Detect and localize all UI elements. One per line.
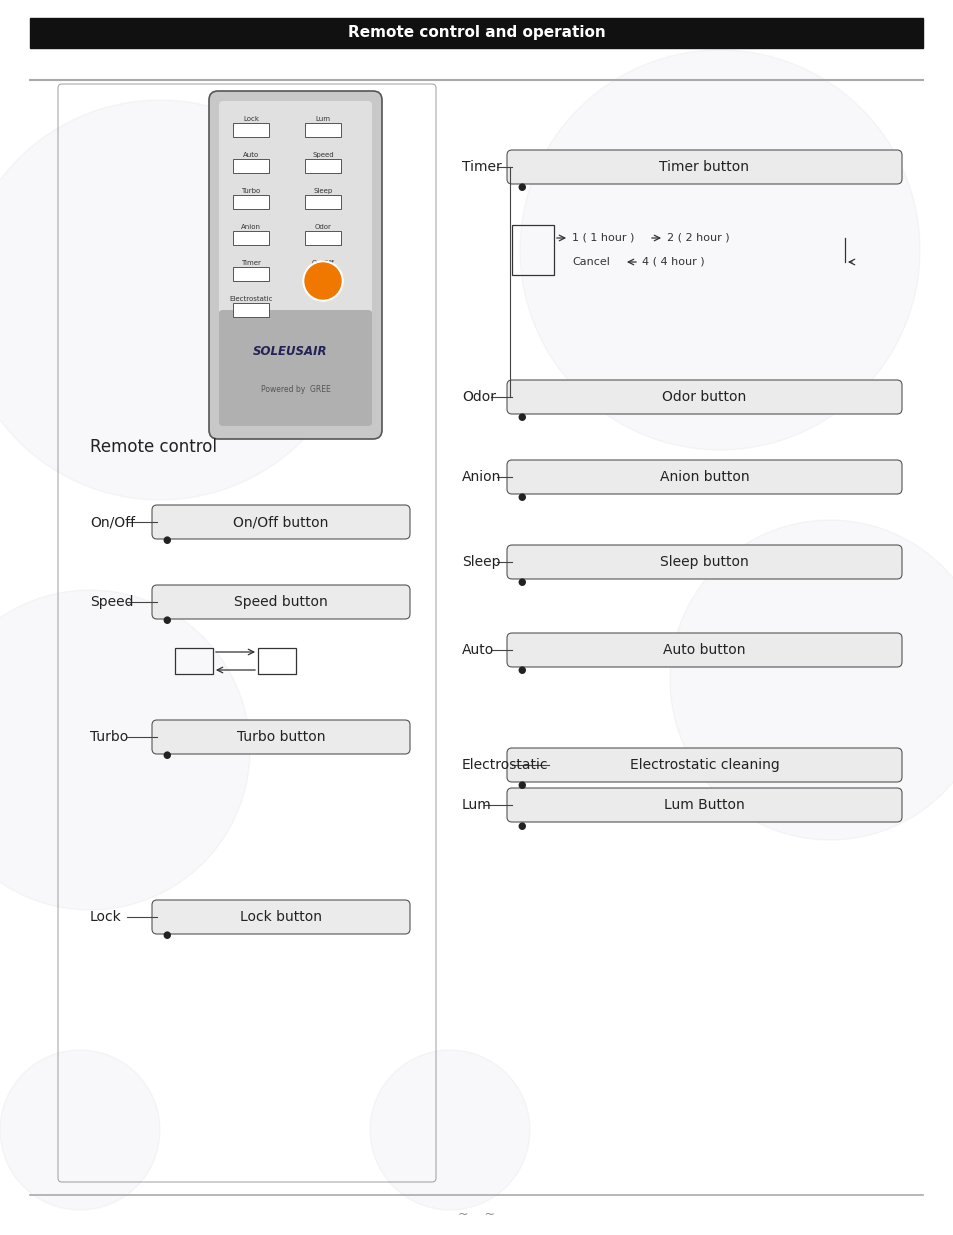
Text: Lock: Lock (90, 910, 122, 924)
Text: ●: ● (163, 930, 172, 940)
Circle shape (305, 263, 340, 299)
Bar (233, 124, 269, 137)
Text: Lock button: Lock button (240, 910, 322, 924)
FancyBboxPatch shape (506, 748, 901, 782)
FancyBboxPatch shape (209, 91, 381, 438)
FancyBboxPatch shape (506, 788, 901, 823)
Text: Odor: Odor (461, 390, 496, 404)
FancyBboxPatch shape (506, 149, 901, 184)
Text: On/Off: On/Off (312, 261, 334, 266)
Text: Anion: Anion (461, 471, 501, 484)
Text: Anion: Anion (241, 224, 261, 230)
Text: ~    ~: ~ ~ (458, 1209, 495, 1221)
Text: Powered by  GREE: Powered by GREE (260, 385, 330, 394)
Text: ●: ● (163, 615, 172, 625)
Text: Auto: Auto (461, 643, 494, 657)
Circle shape (303, 261, 343, 301)
Bar (233, 231, 269, 245)
Circle shape (0, 1050, 160, 1210)
Text: 2 ( 2 hour ): 2 ( 2 hour ) (666, 233, 729, 243)
FancyBboxPatch shape (506, 545, 901, 579)
Text: Electrostatic: Electrostatic (461, 758, 548, 772)
Text: ●: ● (517, 664, 526, 676)
Text: 4 ( 4 hour ): 4 ( 4 hour ) (641, 257, 704, 267)
Text: Lum: Lum (461, 798, 491, 811)
Circle shape (370, 1050, 530, 1210)
Text: Lum: Lum (315, 116, 330, 122)
Text: Odor: Odor (314, 224, 331, 230)
Circle shape (669, 520, 953, 840)
Text: Timer: Timer (241, 261, 261, 266)
Text: ●: ● (517, 781, 526, 790)
Circle shape (0, 100, 359, 500)
Text: Sleep button: Sleep button (659, 555, 748, 569)
Bar (233, 195, 269, 209)
Text: ●: ● (517, 821, 526, 831)
Bar (174, 648, 213, 674)
FancyBboxPatch shape (506, 459, 901, 494)
Text: On/Off: On/Off (90, 515, 135, 529)
Text: ●: ● (517, 492, 526, 501)
Text: ●: ● (163, 535, 172, 545)
Bar (512, 225, 554, 275)
Bar (305, 159, 340, 173)
Text: Electrostatic: Electrostatic (229, 296, 273, 303)
Text: Electrostatic cleaning: Electrostatic cleaning (629, 758, 779, 772)
Bar (233, 303, 269, 317)
Text: Remote control and operation: Remote control and operation (347, 26, 605, 41)
Text: On/Off button: On/Off button (233, 515, 329, 529)
Text: Auto: Auto (243, 152, 259, 158)
Text: 1 ( 1 hour ): 1 ( 1 hour ) (572, 233, 634, 243)
Text: Turbo: Turbo (241, 188, 260, 194)
Bar (305, 124, 340, 137)
Text: Speed: Speed (312, 152, 334, 158)
Text: ●: ● (163, 750, 172, 760)
Text: Turbo button: Turbo button (236, 730, 325, 743)
Text: Timer: Timer (461, 161, 501, 174)
Text: Sleep: Sleep (313, 188, 333, 194)
Text: Anion button: Anion button (659, 471, 748, 484)
Text: ●: ● (517, 182, 526, 191)
FancyBboxPatch shape (152, 585, 410, 619)
FancyBboxPatch shape (506, 380, 901, 414)
Text: Auto button: Auto button (662, 643, 745, 657)
Bar (305, 195, 340, 209)
Circle shape (0, 590, 250, 910)
Text: SOLEUSAIR: SOLEUSAIR (253, 346, 328, 358)
Bar (30, 19, 923, 48)
Text: Speed button: Speed button (233, 595, 328, 609)
Text: Lock: Lock (243, 116, 258, 122)
Text: Odor button: Odor button (661, 390, 746, 404)
Text: ●: ● (517, 577, 526, 587)
FancyBboxPatch shape (152, 900, 410, 934)
Bar (305, 231, 340, 245)
Bar (233, 267, 269, 282)
FancyBboxPatch shape (506, 634, 901, 667)
Text: Cancel: Cancel (572, 257, 609, 267)
Text: Lum Button: Lum Button (663, 798, 744, 811)
FancyBboxPatch shape (152, 720, 410, 755)
Text: ●: ● (517, 412, 526, 422)
Text: Remote control: Remote control (90, 438, 216, 456)
Text: Speed: Speed (90, 595, 133, 609)
FancyBboxPatch shape (219, 101, 372, 312)
Circle shape (519, 49, 919, 450)
Bar (257, 648, 295, 674)
Text: Timer button: Timer button (659, 161, 749, 174)
Text: Turbo: Turbo (90, 730, 128, 743)
Text: Sleep: Sleep (461, 555, 500, 569)
Bar (233, 159, 269, 173)
FancyBboxPatch shape (219, 310, 372, 426)
FancyBboxPatch shape (152, 505, 410, 538)
